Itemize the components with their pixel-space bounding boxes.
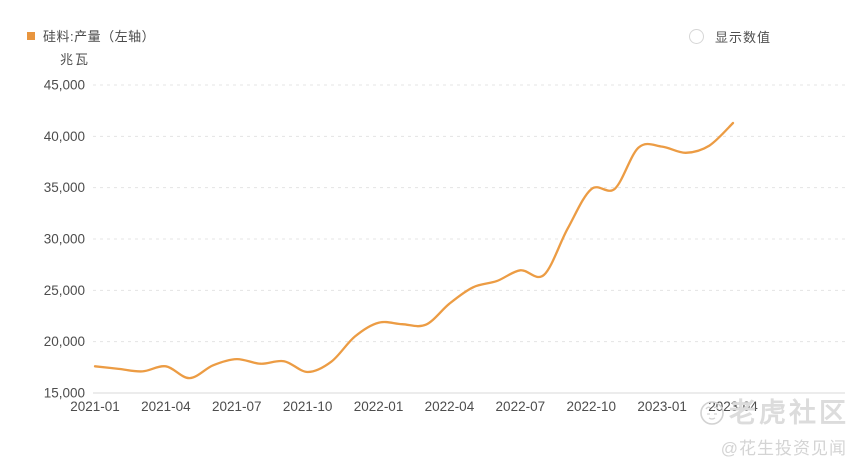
x-tick-label: 2021-10	[283, 399, 333, 414]
y-tick-label: 20,000	[44, 334, 85, 349]
x-tick-label: 2021-01	[70, 399, 120, 414]
y-tick-label: 35,000	[44, 180, 85, 195]
legend-marker-icon	[27, 31, 35, 40]
x-tick-label: 2023-01	[637, 399, 687, 414]
x-tick-label: 2022-10	[566, 399, 616, 414]
y-axis-unit-label: 兆瓦	[60, 52, 91, 67]
x-tick-label: 2021-04	[141, 399, 191, 414]
y-tick-label: 25,000	[44, 283, 85, 298]
x-tick-label: 2022-07	[496, 399, 546, 414]
show-values-toggle[interactable]: 显示数值	[688, 27, 771, 46]
y-tick-label: 40,000	[44, 129, 85, 144]
y-tick-label: 45,000	[44, 78, 85, 93]
y-tick-label: 30,000	[44, 232, 85, 247]
series-line	[93, 121, 735, 380]
y-tick-label: 15,000	[44, 386, 85, 401]
show-values-label: 显示数值	[714, 30, 771, 45]
legend-item-silicon-production[interactable]: 硅料:产量（左轴）	[27, 26, 155, 45]
radio-circle-icon[interactable]	[688, 29, 704, 44]
x-tick-label: 2021-07	[212, 399, 262, 414]
x-tick-label: 2022-01	[354, 399, 404, 414]
legend-label: 硅料:产量（左轴）	[43, 29, 156, 44]
x-tick-label: 2023-04	[708, 399, 758, 414]
x-tick-label: 2022-04	[425, 399, 475, 414]
